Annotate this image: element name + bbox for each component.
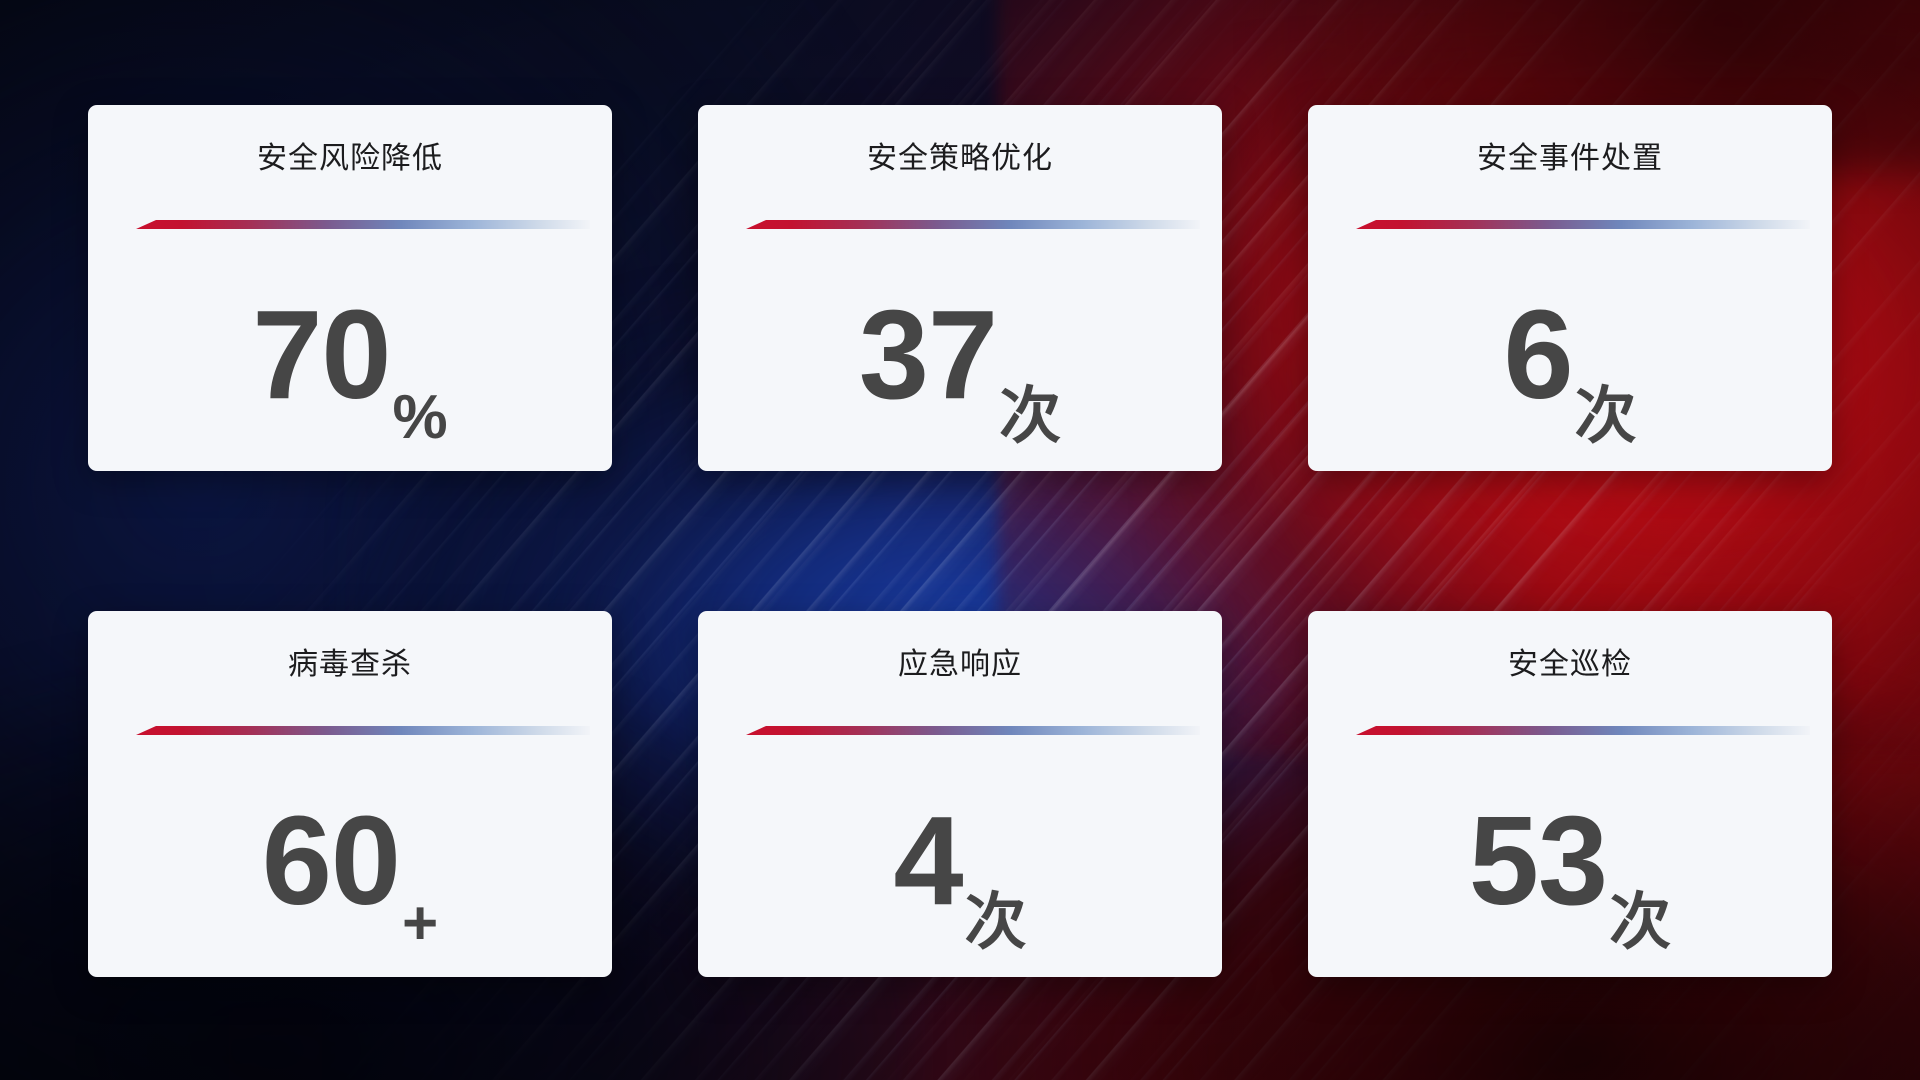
stat-value-number: 70 bbox=[252, 284, 391, 425]
stat-card-value: 70 % bbox=[88, 255, 612, 455]
stat-card-title: 安全事件处置 bbox=[1477, 141, 1663, 176]
stat-card[interactable]: 安全巡检 53 次 bbox=[1308, 611, 1832, 977]
stat-card[interactable]: 安全事件处置 6 次 bbox=[1308, 105, 1832, 471]
gradient-divider bbox=[136, 719, 590, 737]
gradient-divider bbox=[1356, 719, 1810, 737]
stat-value-unit: 次 bbox=[1609, 885, 1672, 958]
stat-card[interactable]: 安全策略优化 37 次 bbox=[698, 105, 1222, 471]
stat-card-value: 4 次 bbox=[698, 761, 1222, 961]
stat-value-number: 4 bbox=[893, 790, 963, 931]
stat-value-number: 6 bbox=[1503, 284, 1573, 425]
stat-value-unit: 次 bbox=[964, 885, 1027, 958]
stat-card-value: 60 + bbox=[88, 761, 612, 961]
stat-value-unit: + bbox=[401, 889, 439, 958]
gradient-divider bbox=[746, 719, 1200, 737]
stat-card-value: 6 次 bbox=[1308, 255, 1832, 455]
stat-value-unit: 次 bbox=[999, 379, 1062, 452]
stat-card-title: 安全风险降低 bbox=[257, 141, 443, 176]
gradient-divider bbox=[1356, 213, 1810, 231]
stat-card-title: 病毒查杀 bbox=[288, 647, 412, 682]
stat-value-number: 53 bbox=[1468, 790, 1608, 931]
gradient-divider bbox=[136, 213, 590, 231]
stat-value-unit: % bbox=[392, 383, 448, 452]
stat-card-title: 安全巡检 bbox=[1508, 647, 1632, 682]
stat-card-grid: 安全风险降低 70 % bbox=[88, 105, 1832, 977]
stat-value-unit: 次 bbox=[1574, 379, 1637, 452]
stat-card[interactable]: 病毒查杀 60 + bbox=[88, 611, 612, 977]
stat-card[interactable]: 安全风险降低 70 % bbox=[88, 105, 612, 471]
gradient-divider bbox=[746, 213, 1200, 231]
stat-card[interactable]: 应急响应 4 次 bbox=[698, 611, 1222, 977]
stat-value-number: 60 bbox=[261, 790, 401, 931]
stat-card-title: 安全策略优化 bbox=[867, 141, 1053, 176]
stat-card-value: 37 次 bbox=[698, 255, 1222, 455]
stat-card-title: 应急响应 bbox=[898, 647, 1022, 682]
stat-value-number: 37 bbox=[858, 284, 998, 425]
stat-card-value: 53 次 bbox=[1308, 761, 1832, 961]
